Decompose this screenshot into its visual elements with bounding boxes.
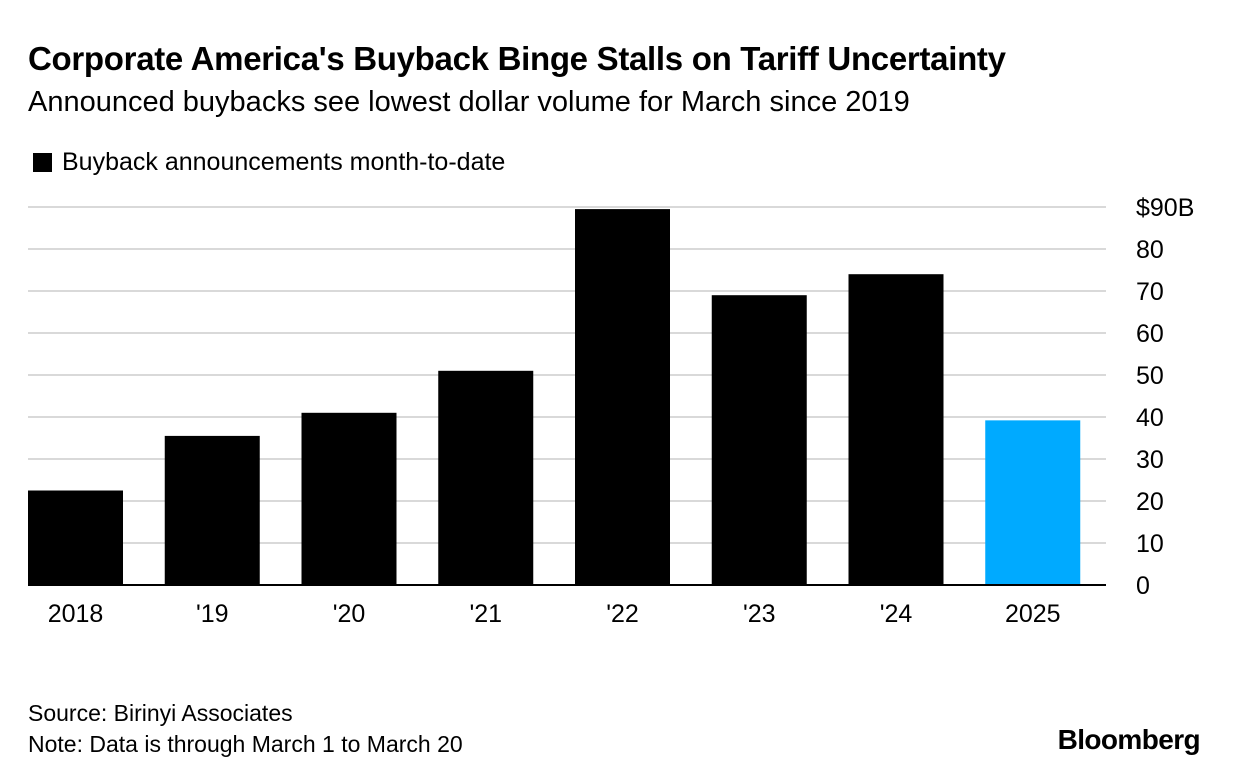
y-tick-label-30: 30	[1136, 446, 1164, 474]
legend-label: Buyback announcements month-to-date	[62, 148, 506, 176]
bar-2	[301, 412, 397, 585]
y-tick-label-20: 20	[1136, 488, 1164, 516]
bar-1	[164, 435, 260, 585]
x-tick-label-1: '19	[196, 600, 229, 628]
x-tick-label-7: 2025	[1005, 600, 1061, 628]
chart-subtitle: Announced buybacks see lowest dollar vol…	[28, 86, 910, 118]
x-tick-label-3: '21	[469, 600, 502, 628]
y-tick-label-60: 60	[1136, 320, 1164, 348]
bar-7	[985, 420, 1081, 585]
bar-0	[28, 490, 123, 585]
y-tick-label-10: 10	[1136, 530, 1164, 558]
y-tick-label-0: 0	[1136, 572, 1150, 600]
legend-swatch	[33, 153, 52, 172]
x-tick-label-5: '23	[743, 600, 776, 628]
bloomberg-logo: Bloomberg	[1057, 724, 1201, 755]
source-note: Source: Birinyi Associates	[28, 700, 293, 726]
data-note: Note: Data is through March 1 to March 2…	[28, 731, 463, 757]
y-tick-label-50: 50	[1136, 362, 1164, 390]
y-tick-label-90: $90B	[1136, 194, 1194, 222]
x-tick-label-4: '22	[606, 600, 639, 628]
chart-title: Corporate America's Buyback Binge Stalls…	[28, 40, 1006, 77]
y-tick-label-80: 80	[1136, 236, 1164, 264]
y-tick-label-70: 70	[1136, 278, 1164, 306]
bar-4	[575, 209, 670, 585]
bar-6	[848, 274, 944, 585]
x-tick-label-2: '20	[333, 600, 366, 628]
x-tick-label-0: 2018	[48, 600, 104, 628]
x-tick-label-6: '24	[880, 600, 913, 628]
legend: Buyback announcements month-to-date	[33, 148, 505, 177]
bar-5	[711, 295, 807, 585]
bar-3	[438, 370, 534, 585]
y-tick-label-40: 40	[1136, 404, 1164, 432]
